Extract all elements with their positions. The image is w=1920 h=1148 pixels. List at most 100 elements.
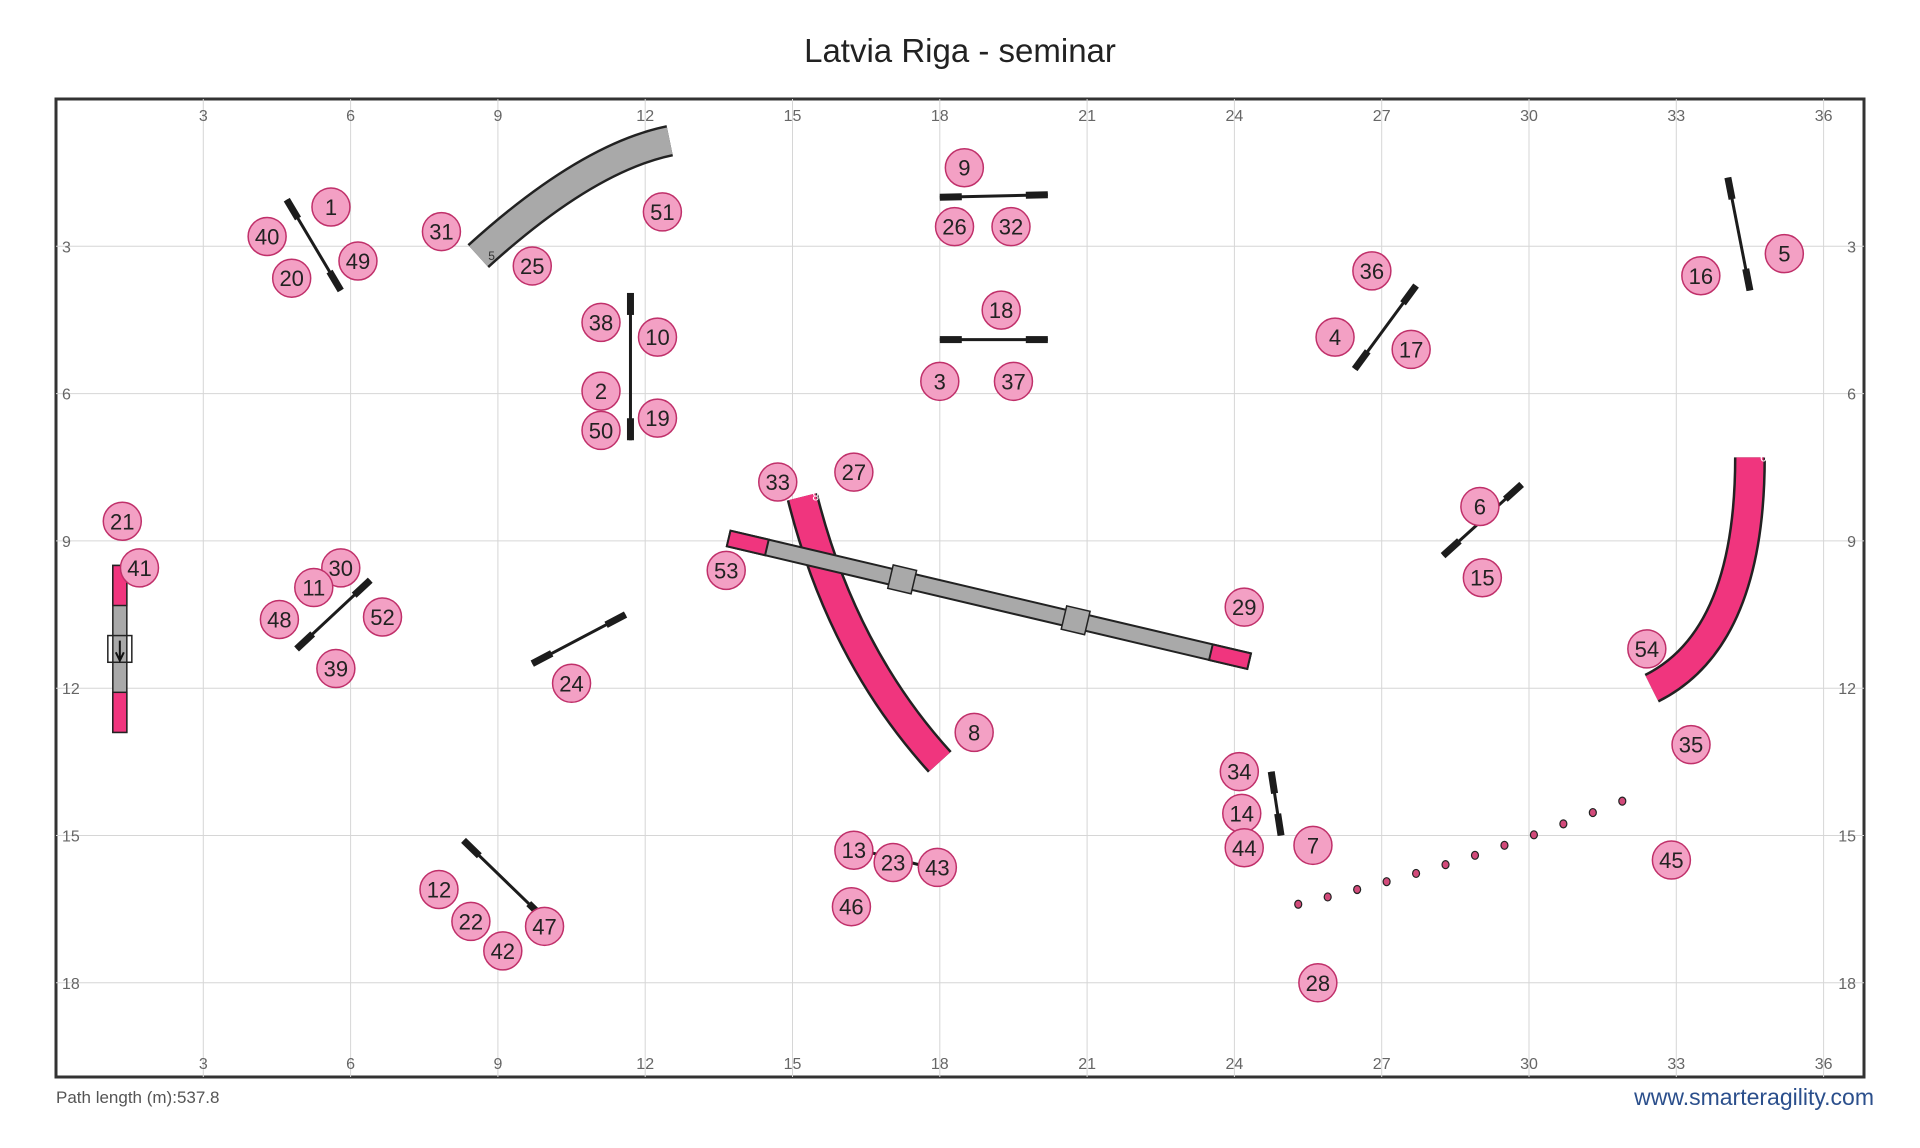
grid bbox=[56, 99, 1864, 1077]
website-link[interactable]: www.smarteragility.com bbox=[1634, 1084, 1874, 1110]
sequence-number: 52 bbox=[362, 597, 403, 637]
axis-ticks: 3366991212151518182121242427273030333336… bbox=[62, 108, 1856, 1073]
x-tick-label: 24 bbox=[1226, 108, 1244, 125]
sequence-number: 7 bbox=[1293, 825, 1333, 866]
number-label: 5 bbox=[1778, 242, 1790, 267]
sequence-number: 22 bbox=[451, 901, 491, 942]
jump-wing bbox=[351, 577, 373, 598]
number-label: 46 bbox=[839, 895, 863, 920]
sequence-number: 40 bbox=[247, 216, 287, 257]
y-tick-label: 6 bbox=[62, 387, 71, 404]
course-title: Latvia Riga - seminar bbox=[804, 32, 1116, 69]
jump-wing bbox=[461, 837, 482, 859]
x-tick-label: 27 bbox=[1373, 1056, 1391, 1073]
x-tick-label: 6 bbox=[346, 108, 355, 125]
number-circle bbox=[1219, 751, 1260, 792]
sequence-number: 2 bbox=[581, 371, 621, 411]
x-tick-label: 15 bbox=[784, 1056, 802, 1073]
number-label: 20 bbox=[279, 266, 303, 291]
weave-pole bbox=[1529, 830, 1539, 840]
number-circle bbox=[419, 869, 459, 910]
sequence-number: 21 bbox=[102, 501, 143, 542]
number-label: 36 bbox=[1360, 259, 1384, 284]
tunnel-label: 8 bbox=[812, 490, 819, 504]
sequence-number: 23 bbox=[873, 842, 913, 883]
jump-wing bbox=[1025, 191, 1048, 199]
sequence-number: 26 bbox=[934, 206, 975, 247]
number-label: 40 bbox=[255, 224, 279, 249]
sequence-number: 6 bbox=[1460, 486, 1500, 527]
weave-pole bbox=[1294, 899, 1303, 909]
sequence-number: 33 bbox=[758, 462, 798, 502]
a-frame bbox=[107, 564, 133, 734]
number-label: 27 bbox=[842, 460, 866, 485]
sequence-number: 51 bbox=[642, 192, 683, 232]
sequence-number: 12 bbox=[419, 869, 459, 910]
number-circle bbox=[706, 550, 746, 591]
path-length: Path length (m):537.8 bbox=[56, 1088, 220, 1107]
number-circle bbox=[831, 886, 872, 927]
number-circle bbox=[362, 597, 403, 637]
sequence-number: 20 bbox=[271, 258, 312, 298]
sequence-number: 24 bbox=[551, 663, 592, 704]
sequence-number: 31 bbox=[421, 211, 462, 252]
sequence-number: 49 bbox=[338, 241, 378, 281]
sequence-number: 28 bbox=[1298, 963, 1338, 1003]
number-circle bbox=[316, 648, 356, 689]
jump bbox=[1351, 283, 1419, 372]
jump-wing bbox=[283, 197, 302, 221]
x-tick-label: 24 bbox=[1226, 1056, 1244, 1073]
sequence-number: 13 bbox=[834, 830, 874, 870]
x-tick-label: 9 bbox=[493, 1056, 502, 1073]
number-circle bbox=[421, 211, 462, 252]
number-label: 3 bbox=[934, 369, 946, 394]
number-label: 53 bbox=[714, 558, 738, 583]
number-circle bbox=[944, 147, 985, 188]
sequence-number: 54 bbox=[1627, 629, 1667, 669]
x-tick-label: 36 bbox=[1815, 108, 1833, 125]
jump-wing bbox=[294, 631, 316, 652]
number-label: 52 bbox=[370, 605, 394, 630]
number-label: 24 bbox=[559, 671, 583, 696]
number-circle bbox=[1681, 256, 1721, 296]
arrow-down-icon bbox=[114, 640, 125, 663]
number-circle bbox=[1315, 317, 1355, 357]
y-tick-label: 3 bbox=[62, 239, 71, 256]
number-circle bbox=[311, 187, 351, 227]
weave-pole bbox=[1559, 819, 1568, 829]
jump-wing bbox=[1400, 283, 1419, 306]
jump-wing bbox=[1351, 349, 1371, 372]
weave-pole bbox=[1382, 877, 1391, 887]
jump-wing bbox=[530, 650, 554, 667]
sequence-number: 53 bbox=[706, 550, 746, 591]
weave-pole bbox=[1618, 796, 1627, 806]
number-label: 6 bbox=[1474, 495, 1486, 520]
jump-wing bbox=[1502, 481, 1524, 502]
number-circle bbox=[1224, 587, 1264, 627]
jump bbox=[530, 611, 628, 667]
number-circle bbox=[954, 712, 994, 753]
x-tick-label: 9 bbox=[493, 108, 502, 125]
number-label: 31 bbox=[429, 220, 453, 245]
sequence-number: 37 bbox=[993, 361, 1034, 402]
dogwalk bbox=[725, 529, 1253, 671]
weave-pole bbox=[1500, 840, 1509, 850]
dogwalk-support bbox=[1060, 604, 1091, 636]
number-label: 51 bbox=[650, 200, 674, 225]
sequence-number: 16 bbox=[1681, 256, 1721, 296]
x-tick-label: 30 bbox=[1520, 108, 1538, 125]
weave-pole bbox=[1411, 868, 1421, 879]
tunnel-label: 5 bbox=[488, 249, 495, 263]
number-circle bbox=[981, 290, 1021, 330]
number-circle bbox=[920, 361, 960, 402]
number-circle bbox=[524, 906, 565, 947]
tunnel bbox=[789, 493, 950, 771]
number-label: 1 bbox=[325, 195, 337, 220]
number-label: 11 bbox=[302, 576, 325, 601]
sequence-number: 3 bbox=[920, 361, 960, 402]
y-tick-label: 9 bbox=[62, 534, 71, 551]
number-label: 14 bbox=[1230, 801, 1254, 826]
sequence-number: 4 bbox=[1315, 317, 1355, 357]
x-tick-label: 12 bbox=[636, 1056, 654, 1073]
